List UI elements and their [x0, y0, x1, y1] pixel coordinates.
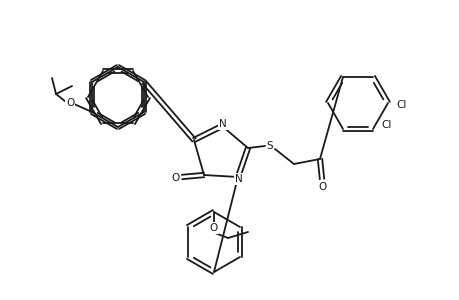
Text: S: S	[266, 141, 273, 151]
Text: Cl: Cl	[380, 120, 391, 130]
Text: N: N	[218, 119, 226, 129]
Text: O: O	[172, 173, 180, 183]
Text: O: O	[66, 98, 74, 108]
Text: O: O	[209, 223, 218, 233]
Text: N: N	[235, 174, 242, 184]
Text: Cl: Cl	[395, 100, 405, 110]
Text: O: O	[318, 182, 326, 192]
